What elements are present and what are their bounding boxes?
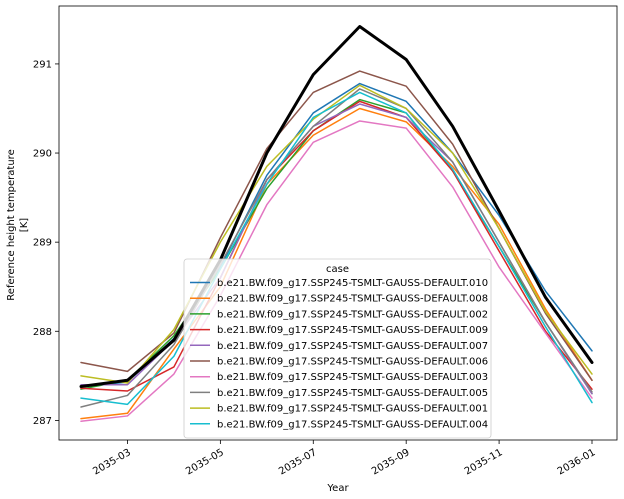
series-line-8 — [80, 88, 593, 408]
y-axis-label-line2: [K] — [19, 218, 30, 232]
legend-entry-label: b.e21.BW.f09_g17.SSP245-TSMLT-GAUSS-DEFA… — [217, 404, 488, 415]
plot-frame — [58, 5, 618, 441]
y-tick-label: 291 — [33, 59, 52, 70]
legend-entry-label: b.e21.BW.f09_g17.SSP245-TSMLT-GAUSS-DEFA… — [217, 294, 488, 305]
series-layer — [79, 25, 594, 423]
legend-entry-label: b.e21.BW.f09_g17.SSP245-TSMLT-GAUSS-DEFA… — [217, 325, 488, 336]
legend-entry-label: b.e21.BW.f09_g17.SSP245-TSMLT-GAUSS-DEFA… — [217, 372, 488, 383]
legend-title: case — [326, 264, 349, 275]
series-line-2 — [80, 107, 593, 420]
y-tick-label: 287 — [33, 416, 52, 427]
legend-box — [183, 258, 492, 439]
series-line-7 — [80, 120, 593, 423]
legend-entry-label: b.e21.BW.f09_g17.SSP245-TSMLT-GAUSS-DEFA… — [217, 419, 488, 430]
series-line-4 — [80, 100, 593, 392]
y-tick-label: 289 — [33, 238, 52, 249]
legend-entry-label: b.e21.BW.f09_g17.SSP245-TSMLT-GAUSS-DEFA… — [217, 309, 488, 320]
mean-series-line — [79, 25, 594, 389]
x-axis-label: Year — [326, 483, 349, 494]
legend-entry-label: b.e21.BW.f09_g17.SSP245-TSMLT-GAUSS-DEFA… — [217, 388, 488, 399]
series-line-10 — [80, 91, 593, 406]
series-line-9 — [80, 84, 593, 384]
y-tick-label: 290 — [33, 149, 52, 160]
legend: case b.e21.BW.f09_g17.SSP245-TSMLT-GAUSS-… — [183, 258, 492, 439]
legend-entry-label: b.e21.BW.f09_g17.SSP245-TSMLT-GAUSS-DEFA… — [217, 357, 488, 368]
y-tick-label: 288 — [33, 327, 52, 338]
y-axis-label-line1: Reference height temperature — [6, 149, 17, 300]
legend-entry-label: b.e21.BW.f09_g17.SSP245-TSMLT-GAUSS-DEFA… — [217, 341, 488, 352]
legend-entry-label: b.e21.BW.f09_g17.SSP245-TSMLT-GAUSS-DEFA… — [217, 278, 488, 289]
